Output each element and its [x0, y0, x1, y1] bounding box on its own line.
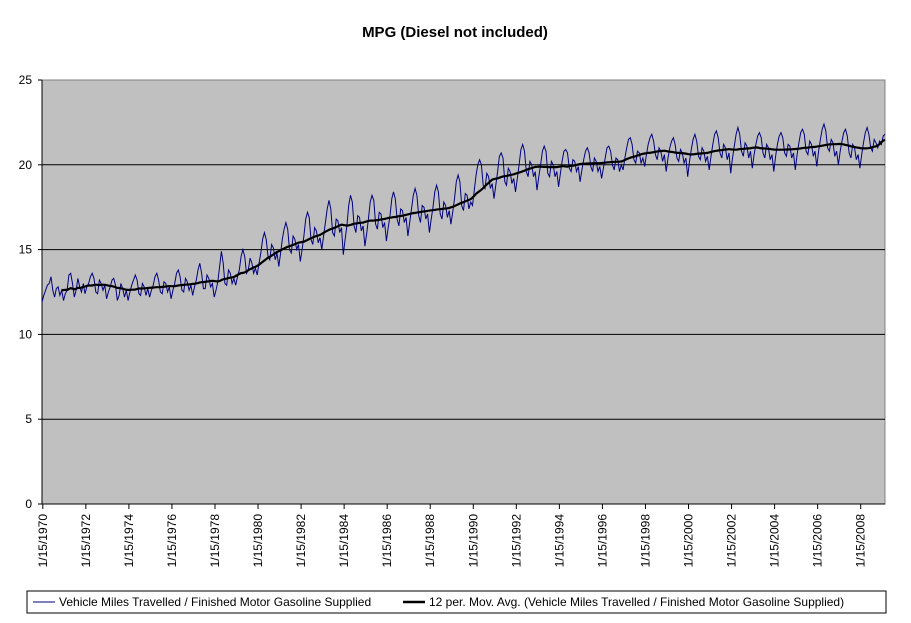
legend-box — [26, 590, 887, 614]
x-tick-label: 1/15/1986 — [380, 514, 394, 568]
gridlines — [42, 164, 885, 420]
x-tick-label: 1/15/1998 — [638, 514, 652, 568]
y-tick-label: 25 — [19, 73, 33, 87]
legend: Vehicle Miles Travelled / Finished Motor… — [26, 590, 887, 614]
y-tick-label: 0 — [25, 497, 32, 511]
plot-area — [41, 79, 886, 505]
x-tick-label: 1/15/1982 — [294, 514, 308, 568]
x-tick-label: 1/15/2000 — [682, 514, 696, 568]
legend-label-moving-avg: 12 per. Mov. Avg. (Vehicle Miles Travell… — [429, 595, 844, 609]
y-tick-label: 15 — [19, 243, 33, 257]
x-tick-label: 1/15/2008 — [854, 514, 868, 568]
x-axis-ticks: 1/15/1970 1/15/1972 1/15/1974 1/15/1976 1/15… — [36, 504, 868, 567]
chart-title: MPG (Diesel not included) — [362, 24, 548, 41]
y-tick-label: 20 — [19, 158, 33, 172]
x-tick-label: 1/15/1970 — [36, 514, 50, 568]
x-tick-label: 1/15/1972 — [79, 514, 93, 568]
axes — [41, 80, 885, 505]
x-tick-label: 1/15/2002 — [725, 514, 739, 568]
x-tick-label: 1/15/1976 — [165, 514, 179, 568]
series-line-monthly — [41, 122, 886, 303]
x-tick-label: 1/15/1980 — [251, 514, 265, 568]
y-tick-label: 5 — [25, 412, 32, 426]
series-lines — [41, 122, 886, 303]
x-tick-label: 1/15/1992 — [509, 514, 523, 568]
y-tick-label: 10 — [19, 327, 33, 341]
series-line-moving-avg — [61, 138, 886, 292]
legend-label-monthly: Vehicle Miles Travelled / Finished Motor… — [59, 595, 371, 609]
x-tick-label: 1/15/1988 — [423, 514, 437, 568]
x-tick-label: 1/15/1994 — [552, 514, 566, 568]
x-tick-label: 1/15/1990 — [466, 514, 480, 568]
x-tick-label: 1/15/1996 — [595, 514, 609, 568]
x-tick-label: 1/15/2004 — [768, 514, 782, 568]
x-tick-label: 1/15/1984 — [337, 514, 351, 568]
x-tick-label: 1/15/1974 — [122, 514, 136, 568]
x-tick-label: 1/15/1978 — [208, 514, 222, 568]
y-axis-ticks: 0 5 10 15 20 25 — [19, 73, 42, 511]
x-tick-label: 1/15/2006 — [811, 514, 825, 568]
